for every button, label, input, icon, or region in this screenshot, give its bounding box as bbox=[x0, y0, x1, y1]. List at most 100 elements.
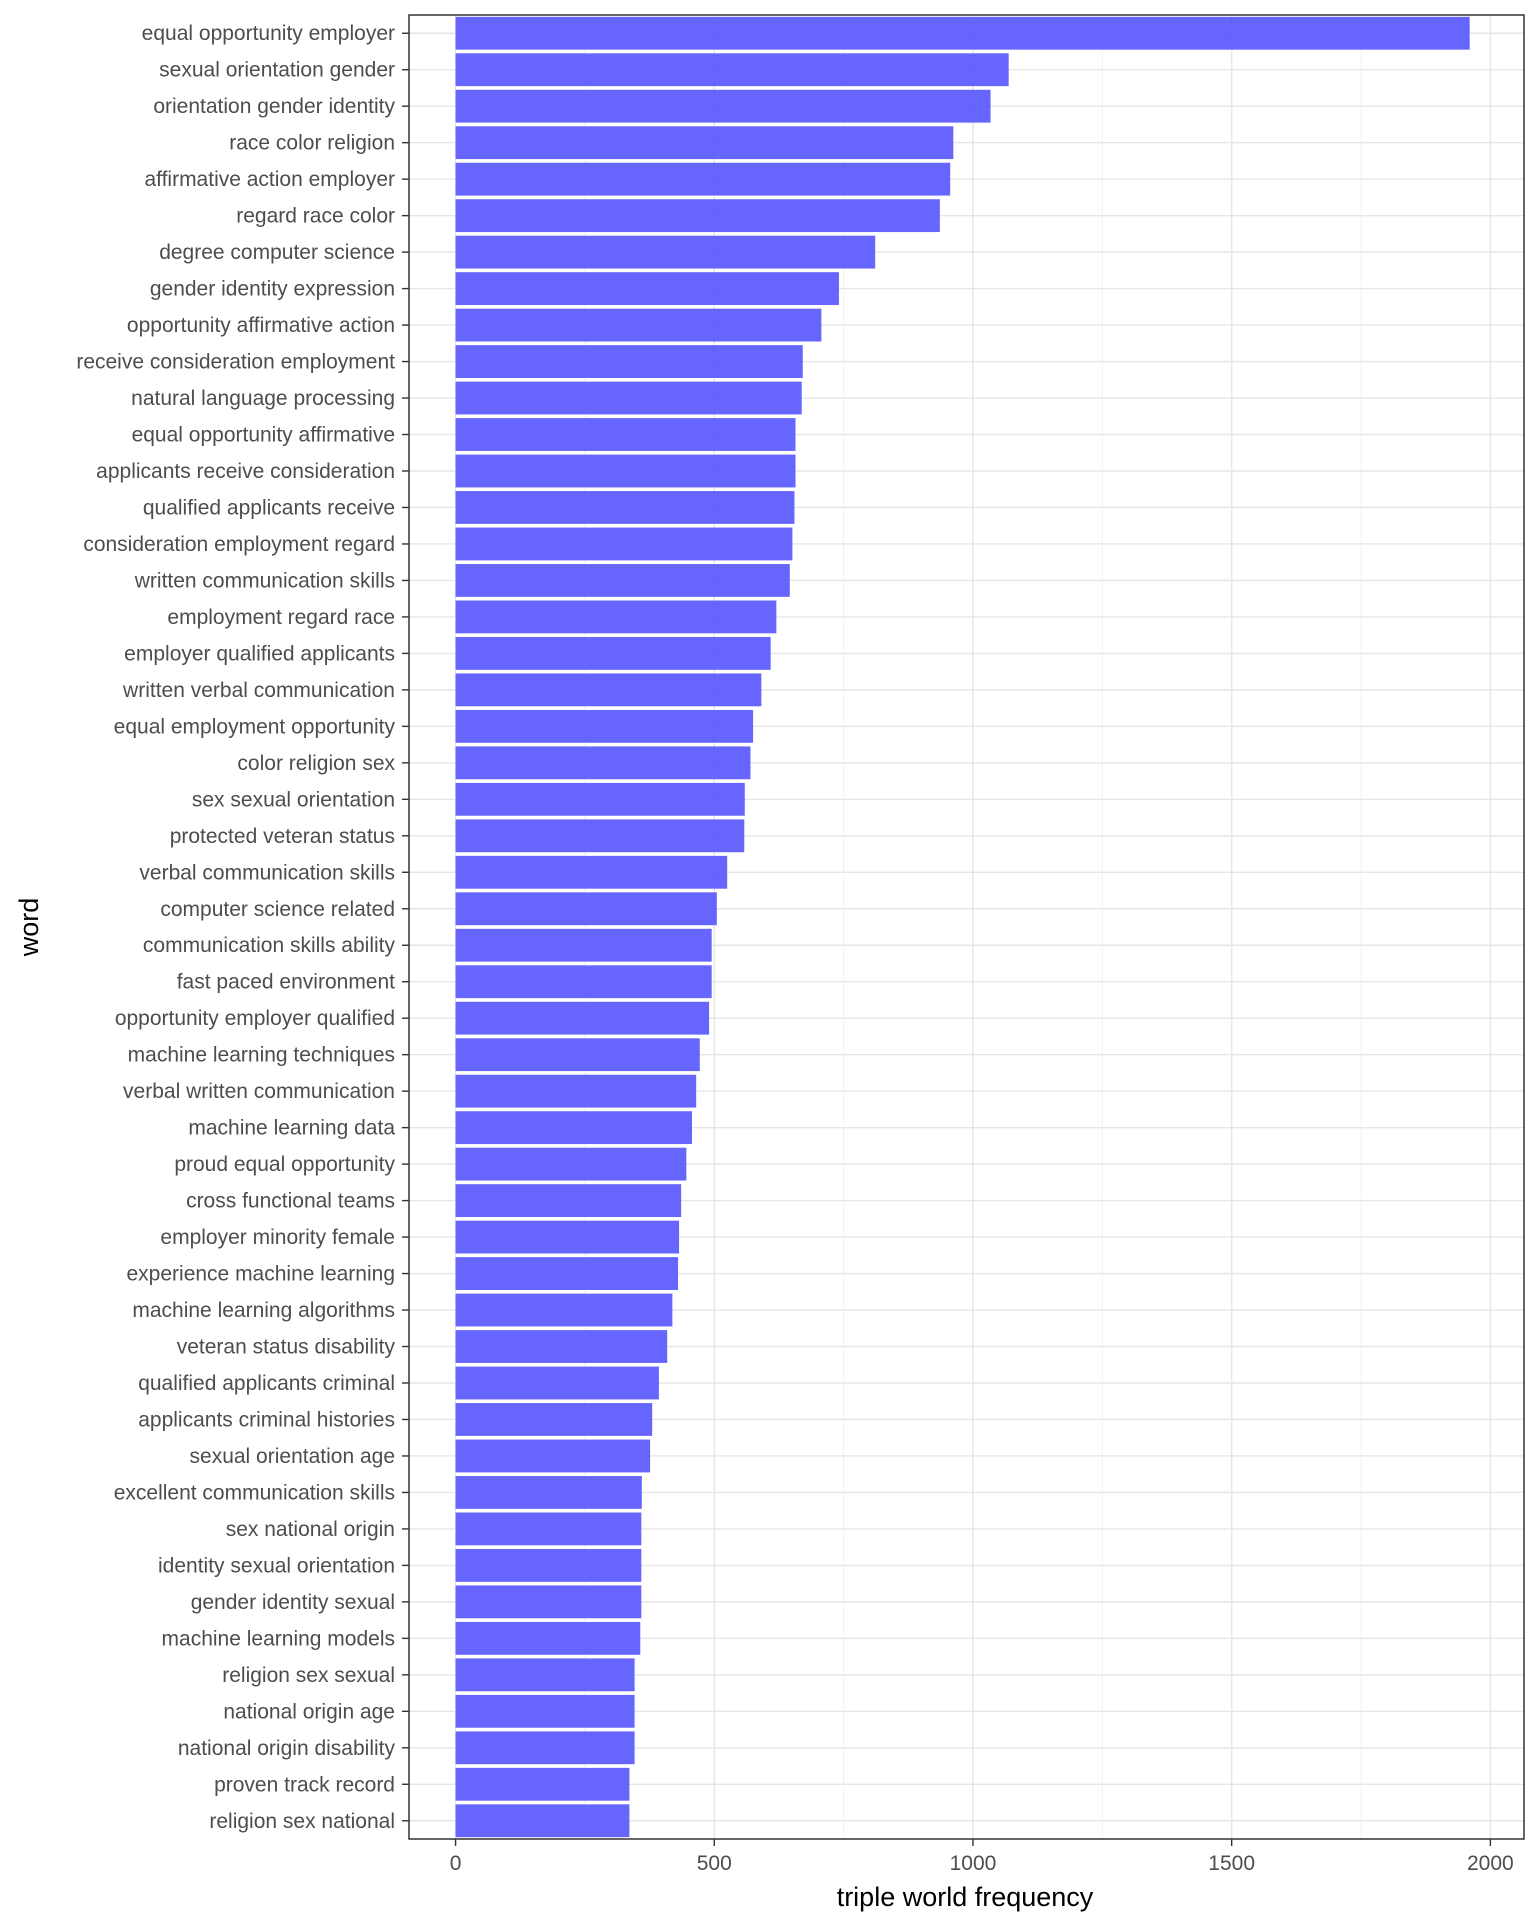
axes-layer bbox=[402, 14, 1525, 1846]
bar bbox=[455, 1330, 668, 1363]
y-tick-label: opportunity affirmative action bbox=[127, 314, 395, 337]
bar bbox=[455, 636, 771, 670]
y-tick-label: machine learning techniques bbox=[128, 1044, 395, 1067]
y-tick-label: applicants receive consideration bbox=[96, 460, 395, 483]
y-tick-label: cross functional teams bbox=[186, 1190, 395, 1213]
bar bbox=[455, 1074, 697, 1108]
y-tick-label: gender identity sexual bbox=[191, 1591, 395, 1614]
bar bbox=[455, 1184, 682, 1218]
y-tick-label: employment regard race bbox=[167, 606, 395, 629]
bar bbox=[455, 819, 745, 853]
bars-layer bbox=[455, 16, 1470, 1838]
bar bbox=[455, 162, 951, 196]
labels-layer: equal opportunity employer sexual orienta… bbox=[76, 22, 1513, 1875]
y-tick-label: sexual orientation age bbox=[190, 1445, 395, 1468]
y-tick-label: communication skills ability bbox=[143, 934, 396, 957]
y-tick-label: veteran status disability bbox=[177, 1336, 396, 1359]
bar bbox=[455, 491, 795, 524]
y-tick-label: sexual orientation gender bbox=[159, 59, 395, 82]
y-tick-label: employer minority female bbox=[160, 1226, 395, 1249]
y-axis-title: word bbox=[14, 898, 44, 958]
y-tick-label: national origin disability bbox=[178, 1737, 396, 1760]
bar bbox=[455, 1512, 642, 1546]
bar bbox=[455, 454, 796, 488]
y-tick-label: consideration employment regard bbox=[83, 533, 395, 556]
y-tick-label: qualified applicants criminal bbox=[138, 1372, 395, 1395]
bar bbox=[455, 1366, 659, 1400]
bar bbox=[455, 345, 803, 378]
bar bbox=[455, 564, 790, 597]
bar bbox=[455, 709, 754, 743]
y-tick-label: gender identity expression bbox=[150, 278, 395, 301]
y-tick-label: degree computer science bbox=[159, 241, 395, 264]
bar bbox=[455, 928, 712, 962]
bar bbox=[455, 527, 793, 561]
x-tick-label: 500 bbox=[697, 1852, 732, 1875]
y-tick-label: verbal communication skills bbox=[139, 861, 395, 884]
bar bbox=[455, 1293, 673, 1327]
y-tick-label: written verbal communication bbox=[122, 679, 395, 702]
bar bbox=[455, 1694, 635, 1728]
y-tick-label: protected veteran status bbox=[170, 825, 395, 848]
y-tick-label: applicants criminal histories bbox=[138, 1408, 395, 1431]
bar bbox=[455, 892, 717, 926]
bar bbox=[455, 381, 802, 415]
bar bbox=[455, 1001, 710, 1035]
y-tick-label: national origin age bbox=[223, 1700, 395, 1723]
bar bbox=[455, 89, 991, 123]
bar bbox=[455, 418, 796, 451]
y-tick-label: race color religion bbox=[229, 132, 395, 155]
x-tick-label: 0 bbox=[450, 1852, 462, 1875]
bar bbox=[455, 673, 762, 707]
bar bbox=[455, 1038, 700, 1072]
y-tick-label: opportunity employer qualified bbox=[115, 1007, 395, 1030]
bar bbox=[455, 1403, 653, 1436]
bar bbox=[455, 1548, 642, 1582]
y-tick-label: identity sexual orientation bbox=[158, 1554, 395, 1577]
y-tick-label: color religion sex bbox=[237, 752, 395, 775]
y-tick-label: natural language processing bbox=[131, 387, 395, 410]
y-tick-label: receive consideration employment bbox=[76, 351, 395, 374]
bar bbox=[455, 1658, 635, 1692]
bar bbox=[455, 272, 839, 306]
x-axis-title: triple world frequency bbox=[837, 1882, 1094, 1912]
y-tick-label: qualified applicants receive bbox=[143, 496, 395, 519]
bar bbox=[455, 53, 1009, 87]
y-tick-label: equal opportunity affirmative bbox=[132, 424, 395, 447]
bar bbox=[455, 308, 822, 342]
bar bbox=[455, 1147, 687, 1181]
y-tick-label: experience machine learning bbox=[127, 1263, 396, 1286]
bar bbox=[455, 965, 712, 999]
x-tick-label: 1500 bbox=[1208, 1852, 1255, 1875]
bar bbox=[455, 855, 728, 889]
bar bbox=[455, 16, 1470, 50]
bar bbox=[455, 782, 745, 816]
y-tick-label: machine learning data bbox=[188, 1117, 395, 1140]
bar bbox=[455, 126, 954, 160]
bar bbox=[455, 1767, 630, 1801]
bar bbox=[455, 1585, 642, 1619]
y-tick-label: equal employment opportunity bbox=[114, 715, 396, 738]
bar bbox=[455, 600, 777, 634]
bar bbox=[455, 1111, 693, 1145]
x-tick-label: 1000 bbox=[950, 1852, 997, 1875]
y-tick-label: equal opportunity employer bbox=[142, 22, 395, 45]
bar bbox=[455, 1476, 642, 1509]
bar bbox=[455, 1439, 651, 1473]
y-tick-label: employer qualified applicants bbox=[124, 642, 395, 665]
x-tick-label: 2000 bbox=[1467, 1852, 1514, 1875]
y-tick-label: sex national origin bbox=[226, 1518, 395, 1541]
y-tick-label: machine learning models bbox=[162, 1627, 395, 1650]
y-tick-label: orientation gender identity bbox=[153, 95, 395, 118]
y-tick-label: fast paced environment bbox=[177, 971, 395, 994]
y-tick-label: verbal written communication bbox=[123, 1080, 395, 1103]
bar bbox=[455, 1621, 641, 1655]
y-tick-label: religion sex national bbox=[209, 1810, 395, 1833]
bar bbox=[455, 1804, 630, 1838]
y-tick-label: religion sex sexual bbox=[222, 1664, 395, 1687]
y-tick-label: written communication skills bbox=[134, 569, 395, 592]
y-tick-label: machine learning algorithms bbox=[132, 1299, 395, 1322]
bar bbox=[455, 1220, 680, 1254]
y-tick-label: affirmative action employer bbox=[144, 168, 395, 191]
